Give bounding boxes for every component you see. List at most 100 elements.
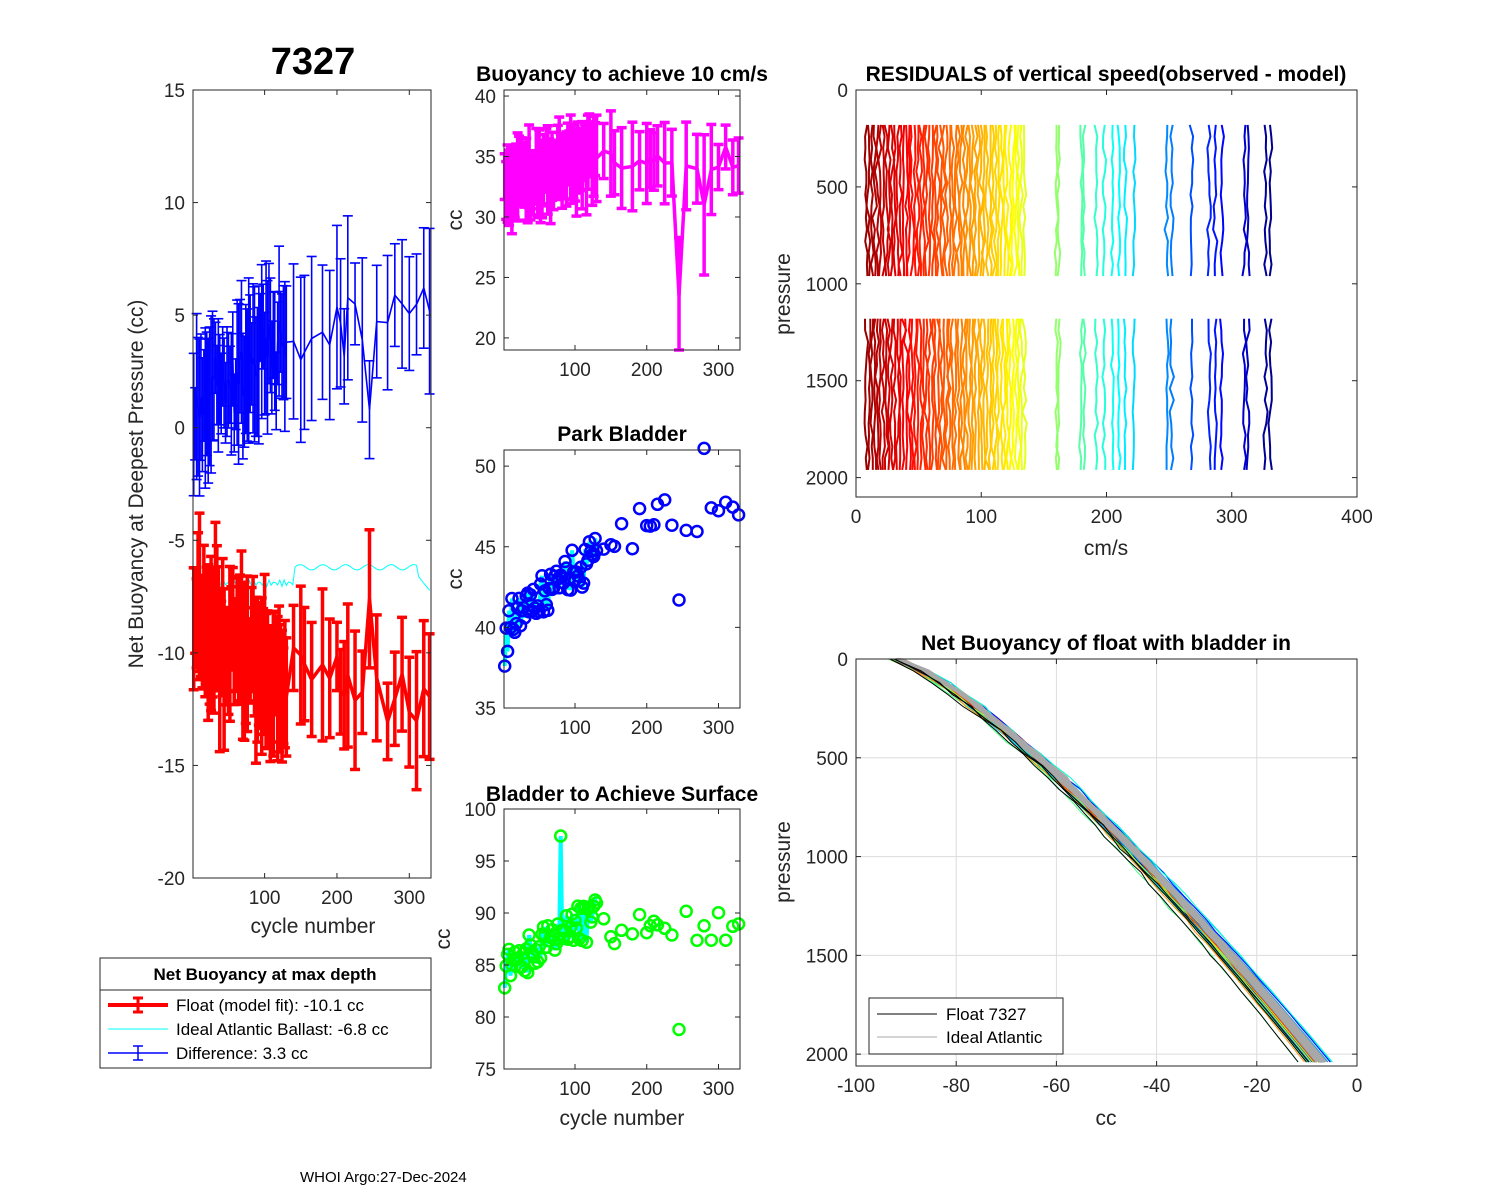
residual-profile [865,124,872,277]
y-tick-label: 1500 [806,372,848,393]
residual-profile [1054,318,1060,470]
profile-legend-float-label: Float 7327 [946,1005,1026,1024]
residual-profile [900,318,908,471]
surface-bladder-point [566,933,581,948]
residual-profile [881,124,887,277]
float-id-title: 7327 [271,41,356,83]
residual-profile [970,318,975,470]
residual-profile [972,318,978,470]
park-bladder-point [731,508,746,522]
residual-profile [912,318,918,470]
surface-bladder-point [718,933,733,947]
x-tick-label: 200 [631,1079,663,1100]
net-buoyancy-ylabel: Net Buoyancy at Deepest Pressure (cc) [125,300,148,669]
residual-profile [926,124,932,277]
y-tick-label: 90 [475,904,496,925]
residual-profile [888,318,895,471]
park-bladder-point [647,518,661,532]
float-7327-profile [889,658,1299,1063]
difference-line [193,285,431,426]
residual-profile [901,124,906,277]
y-tick-label: 30 [475,208,496,229]
residuals-axes [855,89,1358,498]
net-buoyancy-panel: 7327 15 10 5 0 -5 -10 -15 -20 100 200 300 cycle nu… [125,41,435,938]
park-bladder-point [672,593,686,607]
residual-profile [940,124,947,277]
park-bladder-point [632,501,647,516]
residual-profile [963,318,969,471]
residual-profile [980,124,987,277]
legend-box [99,957,432,1069]
residual-profile [1122,318,1128,470]
profile-ticks: 0 500 1000 1500 2000 -100 -80 -60 -40 -20 0 [806,650,1363,1097]
legend-difference-label: Difference: 3.3 cc [176,1044,308,1063]
y-tick-label: 1000 [806,848,848,869]
residual-profile [1163,124,1170,277]
residual-profile [889,124,896,277]
bladder-surface-panel: Bladder to Achieve Surface 100 95 90 85 80 75… [432,783,758,1130]
x-tick-label: 300 [703,360,735,381]
park-bladder-point [497,659,512,673]
residual-profile [1189,318,1195,470]
surface-bladder-point [639,925,654,940]
surface-bladder-point [589,896,604,910]
residual-profile [886,318,892,470]
residual-profile [892,318,898,471]
y-tick-label: 500 [816,178,848,199]
x-tick-label: 0 [851,507,862,528]
net-buoyancy-marks [188,215,435,792]
residual-profile [943,124,950,277]
surface-bladder-point [568,913,582,928]
residual-profile [1012,124,1019,277]
residual-profile [937,124,944,277]
residual-profile [930,318,936,471]
park-bladder-point [589,543,604,558]
profile-legend: Float 7327 Ideal Atlantic [868,997,1064,1055]
float-7327-profile [893,658,1310,1063]
surface-bladder-point [711,905,726,920]
park-bladder-ticks: 50 45 40 35 100 200 300 [475,450,740,739]
residual-profile [998,124,1005,277]
park-bladder-point [558,554,572,569]
residual-profile [923,124,930,277]
residual-profile [880,318,886,470]
y-tick-label: 10 [164,194,185,215]
net-buoyancy-ticks: 15 10 5 0 -5 -10 -15 -20 100 200 300 [158,81,431,909]
residual-profile [926,318,933,470]
x-tick-label: 200 [1091,507,1123,528]
residual-profile [902,318,910,470]
y-tick-label: 0 [837,81,848,102]
residual-profile [1110,124,1115,277]
y-tick-label: 15 [164,81,185,102]
surface-bladder-point [520,965,535,980]
park-bladder-point [704,501,719,515]
residual-profile [905,124,912,277]
y-tick-label: 1500 [806,946,848,967]
residual-profile [921,318,927,470]
surface-bladder-point [731,917,746,931]
float-profile [892,658,1312,1063]
y-tick-label: 40 [475,618,496,639]
x-tick-label: 300 [1216,507,1248,528]
residual-profile [904,124,910,277]
residual-profile [873,124,881,277]
y-tick-label: 0 [174,419,185,440]
x-tick-label: 200 [631,360,663,381]
x-tick-label: 100 [559,360,591,381]
residual-profile [984,124,990,277]
x-tick-label: -80 [942,1076,969,1097]
residual-profile [964,124,970,277]
residual-profile [892,124,897,277]
residual-profile [1007,124,1013,277]
x-tick-label: 200 [321,888,353,909]
residual-profile [1116,318,1122,471]
residual-profile [883,124,890,277]
residual-profile [1078,318,1084,470]
residuals-panel: RESIDUALS of vertical speed(observed - m… [772,63,1373,560]
profile-xlabel: cc [1096,1107,1117,1130]
y-tick-label: 5 [174,306,185,327]
y-tick-label: 0 [837,650,848,671]
residual-profile [993,318,999,471]
park-bladder-point [505,591,519,606]
park-bladder-point [625,541,640,556]
